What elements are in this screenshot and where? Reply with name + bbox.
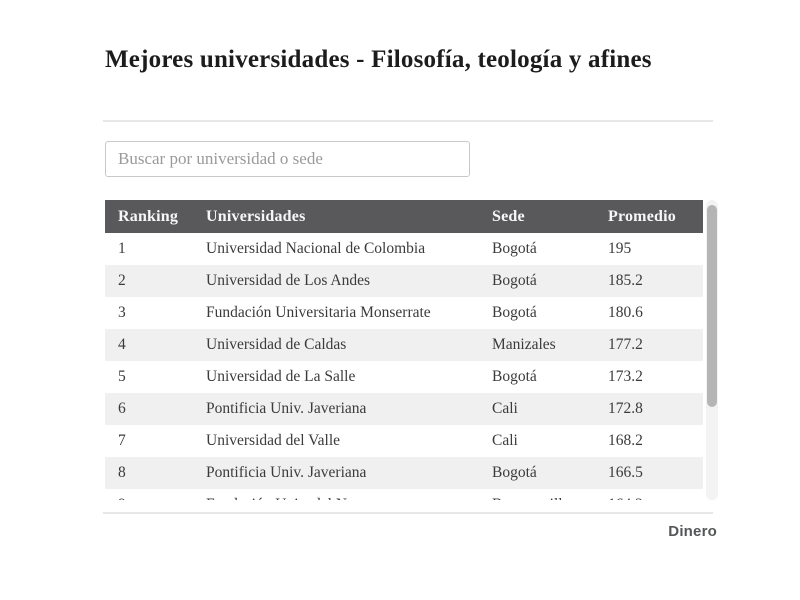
cell-sede: Cali [492,400,518,417]
table-row: 5 Universidad de La Salle Bogotá 173.2 [105,361,703,393]
cell-sede: Manizales [492,336,556,353]
table-row: 2 Universidad de Los Andes Bogotá 185.2 [105,265,703,297]
search-input[interactable] [105,141,470,177]
cell-universidad: Universidad de La Salle [206,368,356,385]
table-body: 1 Universidad Nacional de Colombia Bogotá 1… [105,233,703,500]
cell-ranking: 9 [105,489,193,500]
table-row: 7 Universidad del Valle Cali 168.2 [105,425,703,457]
cell-promedio: 185.2 [608,272,643,289]
table-row: 6 Pontificia Univ. Javeriana Cali 172.8 [105,393,703,425]
column-header-sede: Sede [479,200,595,233]
cell-promedio: 195 [608,240,632,257]
table-scrollbar[interactable] [706,200,718,500]
cell-ranking: 6 [118,400,126,417]
scrollbar-thumb[interactable] [707,205,717,407]
footer-divider [103,512,713,514]
cell-ranking: 1 [118,240,126,257]
cell-ranking: 8 [118,464,126,481]
cell-promedio: 168.2 [608,432,643,449]
cell-sede: Barranquilla [479,489,595,500]
cell-universidad: Universidad de Los Andes [206,272,371,289]
cell-ranking: 4 [118,336,126,353]
table-row: 4 Universidad de Caldas Manizales 177.2 [105,329,703,361]
dinero-brand-label: Dinero [668,523,717,540]
column-header-ranking: Ranking [105,200,193,233]
cell-sede: Bogotá [492,464,537,481]
cell-ranking: 5 [118,368,126,385]
table-row: 1 Universidad Nacional de Colombia Bogotá 1… [105,233,703,265]
column-header-promedio: Promedio [595,200,703,233]
cell-universidad: Universidad del Valle [206,432,341,449]
cell-universidad: Fundación Univ. del Norte [193,489,479,500]
cell-sede: Bogotá [492,304,537,321]
cell-promedio: 173.2 [608,368,643,385]
table-row: 3 Fundación Universitaria Monserrate Bogot… [105,297,703,329]
cell-ranking: 7 [118,432,126,449]
cell-universidad: Pontificia Univ. Javeriana [206,464,367,481]
table-header: Ranking Universidades Sede Promedio [105,200,703,233]
cell-sede: Bogotá [492,368,537,385]
cell-universidad: Universidad de Caldas [206,336,347,353]
cell-sede: Bogotá [492,240,537,257]
cell-promedio: 177.2 [608,336,643,353]
cell-promedio: 166.5 [608,464,643,481]
column-header-universidades: Universidades [193,200,479,233]
table-row: 8 Pontificia Univ. Javeriana Bogotá 166.5 [105,457,703,489]
table-row: 9Fundación Univ. del NorteBarranquilla16… [105,489,703,500]
cell-promedio: 164.2 [595,489,703,500]
page-title: Mejores universidades - Filosofía, teolo… [105,46,652,73]
table-header-row: Ranking Universidades Sede Promedio [105,200,703,233]
title-divider [103,120,713,122]
cell-promedio: 180.6 [608,304,643,321]
cell-promedio: 172.8 [608,400,643,417]
cell-ranking: 3 [118,304,126,321]
cell-sede: Bogotá [492,272,537,289]
cell-universidad: Universidad Nacional de Colombia [206,240,426,257]
ranking-table: Ranking Universidades Sede Promedio 1 Uni… [105,200,703,500]
cell-sede: Cali [492,432,518,449]
cell-universidad: Pontificia Univ. Javeriana [206,400,367,417]
cell-ranking: 2 [118,272,126,289]
table-scroll-area[interactable]: Ranking Universidades Sede Promedio 1 Uni… [105,200,719,500]
cell-universidad: Fundación Universitaria Monserrate [206,304,431,321]
